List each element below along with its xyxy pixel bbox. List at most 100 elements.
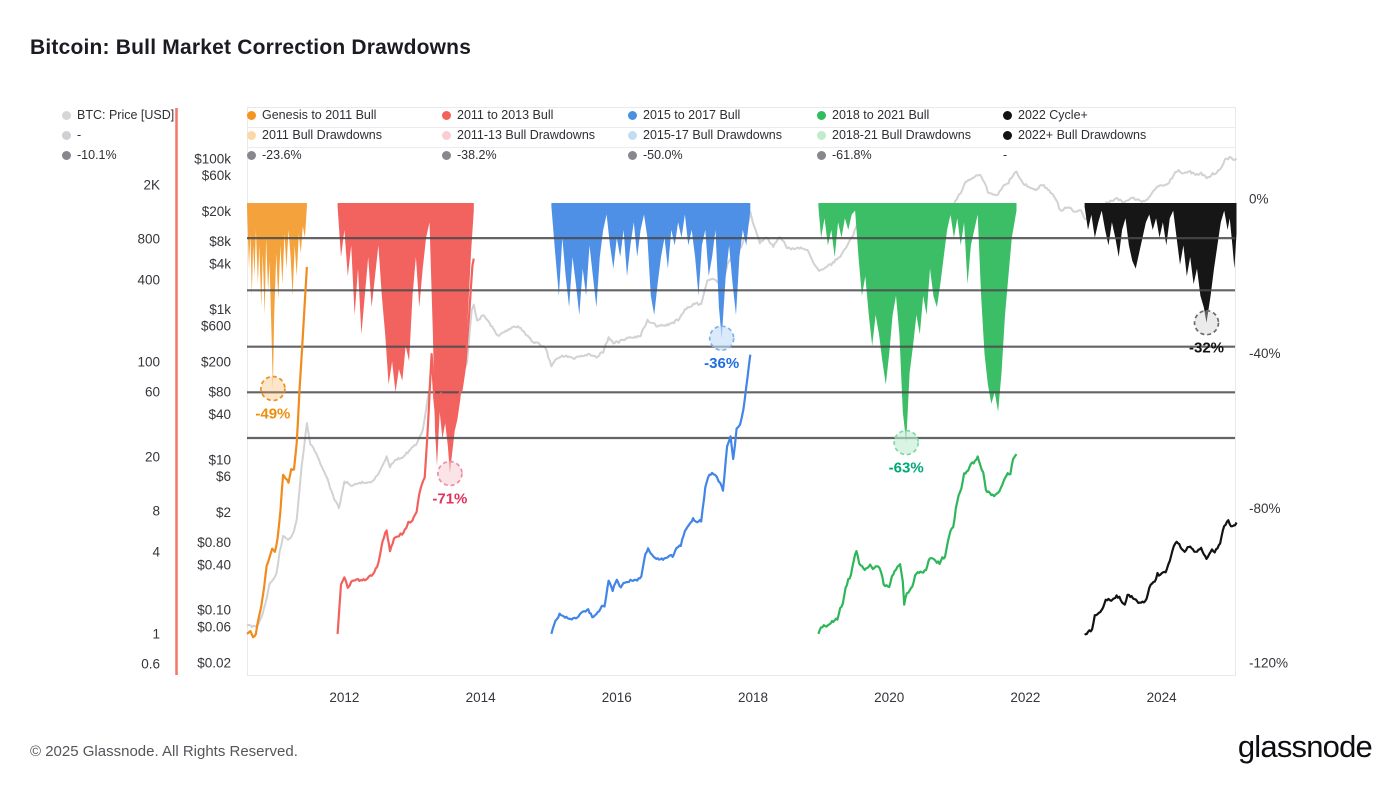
price-axis-label: $10 [208, 452, 231, 467]
max-drawdown-circle-icon [260, 375, 286, 402]
legend-item-row3-col3: -38.2% [442, 147, 497, 163]
multiple-axis-label: 60 [145, 385, 160, 400]
legend-item-row2-col6[interactable]: 2022+ Bull Drawdowns [1003, 127, 1146, 143]
legend-label: -38.2% [457, 148, 497, 162]
legend-series-dot-icon [817, 150, 826, 160]
legend-item-row2-col3[interactable]: 2011-13 Bull Drawdowns [442, 127, 595, 143]
legend-item-row2-col4[interactable]: 2015-17 Bull Drawdowns [628, 127, 782, 143]
price-axis-label: $8k [209, 234, 231, 249]
legend-series-dot-icon [62, 130, 71, 140]
price-axis-label: $0.02 [197, 655, 231, 670]
copyright-text: © 2025 Glassnode. All Rights Reserved. [30, 743, 298, 760]
legend-label: 2022+ Bull Drawdowns [1018, 128, 1147, 142]
max-drawdown-circle-icon [893, 429, 920, 456]
drawdown-axis-label: -40% [1249, 346, 1281, 361]
price-axis-label: $200 [201, 355, 231, 370]
x-axis-year-label: 2018 [738, 690, 768, 705]
multiple-axis-label: 20 [145, 450, 160, 465]
multiple-axis-label: 8 [152, 504, 160, 519]
legend-series-dot-icon [247, 130, 256, 140]
drawdown-axis-label: -120% [1249, 656, 1288, 671]
annotation-2018-2021: -63% [889, 429, 924, 477]
legend-label: 2011-13 Bull Drawdowns [457, 128, 596, 142]
legend-series-dot-icon [628, 150, 637, 160]
multiple-axis-label: 4 [152, 545, 160, 560]
price-axis-label: $600 [201, 319, 231, 334]
drawdown-area-genesis-2011 [247, 203, 307, 389]
legend-label: 2015 to 2017 Bull [643, 108, 741, 122]
price-axis-label: $0.80 [197, 535, 231, 550]
legend-series-dot-icon [442, 130, 451, 140]
legend-label: -61.8% [832, 148, 872, 162]
legend-series-dot-icon [817, 110, 826, 120]
price-axis-label: $0.40 [197, 557, 231, 572]
legend-label: - [1003, 148, 1008, 162]
legend-item-row1-col5[interactable]: 2018 to 2021 Bull [817, 107, 929, 123]
price-axis-label: $60k [202, 168, 232, 183]
price-axis-label: $6 [216, 469, 231, 484]
legend-label: 2018 to 2021 Bull [832, 108, 930, 122]
x-axis-year-label: 2024 [1147, 690, 1178, 705]
x-axis-year-label: 2020 [874, 690, 904, 705]
legend-label: 2018-21 Bull Drawdowns [832, 128, 971, 142]
cycle-line-2022-plus [1084, 519, 1238, 636]
price-axis-label: $4k [209, 257, 231, 272]
legend-item-row1-col4[interactable]: 2015 to 2017 Bull [628, 107, 740, 123]
legend-item-row1-col6[interactable]: 2022 Cycle+ [1003, 107, 1088, 123]
cycle-line-2018-2021 [817, 453, 1018, 635]
drawdown-area-2015-2017 [551, 203, 751, 339]
legend-label: -50.0% [643, 148, 683, 162]
x-axis-year-label: 2016 [602, 690, 632, 705]
drawdown-area-2018-2021 [818, 203, 1017, 443]
legend-item-row1-col3[interactable]: 2011 to 2013 Bull [442, 107, 553, 123]
drawdown-area-2011-2013 [337, 203, 474, 474]
legend-item-row1-col1[interactable]: BTC: Price [USD] [62, 107, 174, 123]
legend-label: 2011 Bull Drawdowns [262, 128, 382, 142]
chart-legend: BTC: Price [USD] Genesis to 2011 Bull 2011… [0, 0, 1400, 170]
legend-label: - [77, 128, 82, 142]
legend-series-dot-icon [442, 110, 451, 120]
legend-label: 2022 Cycle+ [1018, 108, 1088, 122]
legend-item-row3-col2: -23.6% [247, 147, 302, 163]
price-axis-label: $0.10 [197, 603, 231, 618]
price-axis-label: $1k [209, 302, 231, 317]
glassnode-logo: glassnode [1237, 729, 1373, 764]
legend-series-dot-icon [62, 150, 71, 160]
multiple-axis-label: 0.6 [141, 657, 160, 672]
max-drawdown-label: -36% [704, 355, 739, 372]
legend-item-row3-col6: - [1003, 147, 1007, 163]
cycle-line-genesis-2011 [246, 266, 308, 639]
max-drawdown-label: -49% [255, 406, 290, 423]
drawdown-axis-label: -80% [1249, 501, 1281, 516]
legend-label: -23.6% [262, 148, 302, 162]
max-drawdown-circle-icon [1193, 309, 1220, 336]
legend-item-row2-col2[interactable]: 2011 Bull Drawdowns [247, 127, 382, 143]
legend-label: 2011 to 2013 Bull [457, 108, 554, 122]
legend-series-dot-icon [628, 110, 637, 120]
legend-label: BTC: Price [USD] [77, 108, 175, 122]
legend-series-dot-icon [247, 110, 256, 120]
drawdowns-chart: -49% -71% -36% -63% -32% 2K 800 400 100 60 20 8 4 1 0.… [137, 107, 1288, 705]
x-axis-year-label: 2014 [466, 690, 497, 705]
price-axis-label: $2 [216, 505, 231, 520]
price-axis-label: $20k [202, 204, 232, 219]
annotation-2015-2017: -36% [704, 325, 739, 372]
x-axis-year-label: 2012 [329, 690, 359, 705]
legend-item-row2-col1[interactable]: - [62, 127, 81, 143]
legend-item-row3-col5: -61.8% [817, 147, 872, 163]
legend-item-row2-col5[interactable]: 2018-21 Bull Drawdowns [817, 127, 971, 143]
multiple-axis-label: 1 [152, 626, 160, 641]
max-drawdown-circle-icon [708, 325, 735, 352]
legend-item-row1-col2[interactable]: Genesis to 2011 Bull [247, 107, 376, 123]
multiple-axis-label: 2K [143, 178, 160, 193]
x-axis-year-label: 2022 [1010, 690, 1040, 705]
max-drawdown-label: -71% [432, 491, 467, 508]
price-axis-label: $0.06 [197, 619, 231, 634]
max-drawdown-label: -32% [1189, 340, 1224, 357]
legend-series-dot-icon [1003, 110, 1012, 120]
annotation-2022-plus: -32% [1189, 309, 1224, 357]
price-axis-label: $80 [208, 384, 231, 399]
legend-series-dot-icon [62, 110, 71, 120]
legend-series-dot-icon [1003, 130, 1012, 140]
cycle-line-2011-2013 [336, 258, 475, 634]
